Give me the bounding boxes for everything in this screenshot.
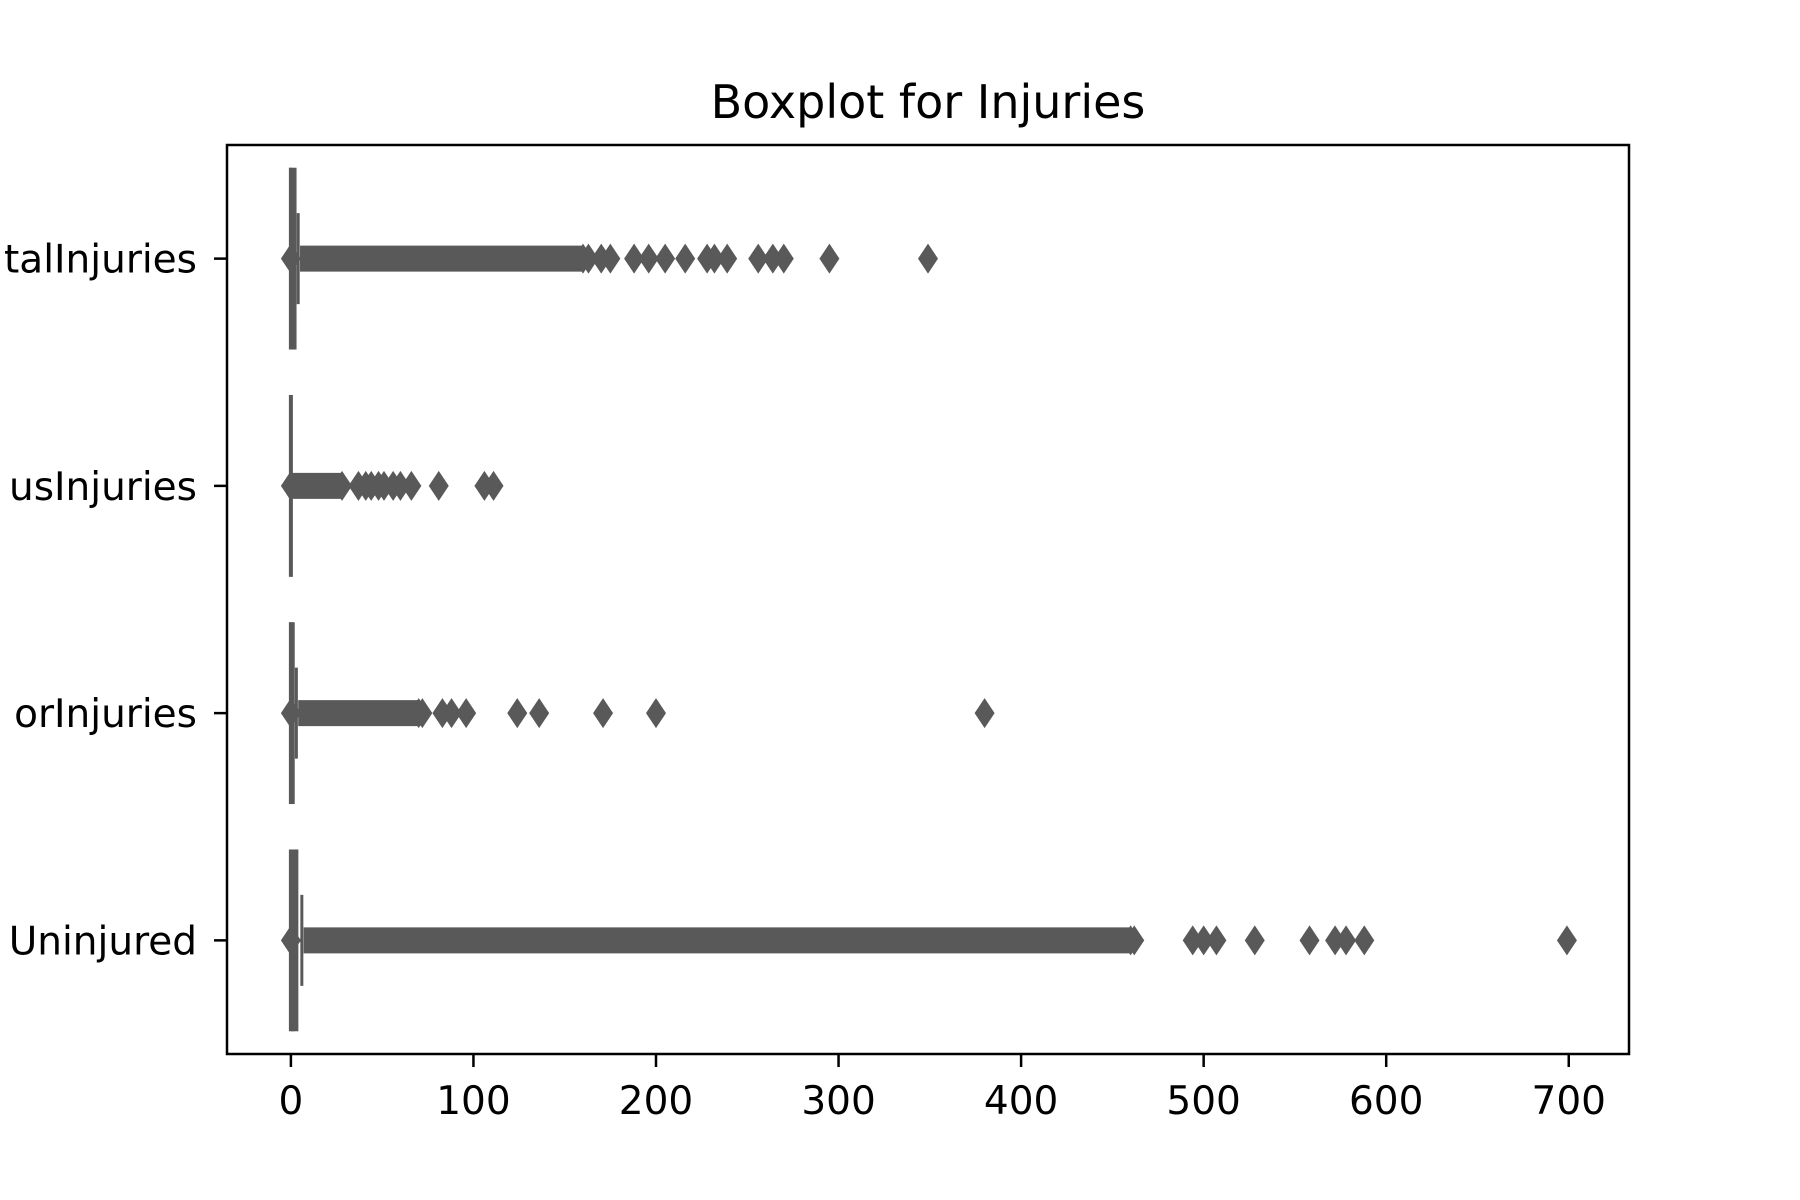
y-axis: talInjuries usInjuries orInjuries Uninjured [4, 238, 227, 964]
outlier-point [593, 698, 614, 729]
box-series [280, 167, 938, 350]
outlier-point [717, 243, 738, 274]
outlier-point [1182, 925, 1203, 956]
outlier-point [1556, 925, 1577, 956]
outlier-point [638, 243, 659, 274]
outlier-point [645, 698, 666, 729]
outlier-point [441, 698, 462, 729]
outlier-point [428, 470, 449, 501]
outlier-point [773, 243, 794, 274]
outlier-point [456, 698, 477, 729]
chart-title: Boxplot for Injuries [711, 75, 1146, 129]
x-tick-label: 500 [1166, 1079, 1240, 1124]
plot-area [280, 167, 1577, 1032]
x-tick-label: 700 [1532, 1079, 1606, 1124]
outlier-point [529, 698, 550, 729]
outlier-point [332, 470, 353, 501]
outlier-point [675, 243, 696, 274]
outlier-point [974, 698, 995, 729]
outlier-point [280, 243, 301, 274]
outlier-point [918, 243, 938, 274]
x-tick-label: 200 [619, 1079, 693, 1124]
box-series [280, 849, 1577, 1032]
outlier-point [819, 243, 840, 274]
outlier-point [280, 925, 301, 956]
outlier-point [1244, 925, 1265, 956]
outlier-point [578, 243, 599, 274]
box-series [280, 622, 995, 805]
outlier-point [401, 470, 422, 501]
outlier-point [412, 698, 433, 729]
x-tick-label: 300 [801, 1079, 875, 1124]
plot-frame [225, 143, 1631, 1056]
outlier-point [1193, 925, 1214, 956]
outlier-cluster [298, 700, 419, 727]
y-tick-label: talInjuries [4, 238, 197, 283]
outlier-point [624, 243, 645, 274]
outlier-point [1124, 925, 1145, 956]
x-tick-label: 600 [1349, 1079, 1423, 1124]
outlier-point [507, 698, 528, 729]
y-tick-label: usInjuries [9, 465, 197, 510]
outlier-point [748, 243, 769, 274]
x-axis: 0 100 200 300 400 500 600 700 [278, 1054, 1606, 1124]
outlier-point [655, 243, 676, 274]
outlier-point [1325, 925, 1346, 956]
outlier-point [704, 243, 725, 274]
outlier-point [1354, 925, 1375, 956]
outlier-point [762, 243, 783, 274]
x-tick-label: 0 [278, 1079, 303, 1124]
outlier-point [1336, 925, 1357, 956]
box-series [280, 394, 504, 577]
x-tick-label: 400 [984, 1079, 1058, 1124]
outlier-point [1299, 925, 1320, 956]
y-tick-label: Uninjured [9, 919, 197, 964]
outlier-point [280, 470, 301, 501]
outlier-point [483, 470, 504, 501]
y-tick-label: orInjuries [14, 692, 197, 737]
x-tick-label: 100 [436, 1079, 510, 1124]
outlier-point [280, 698, 301, 729]
outlier-point [600, 243, 621, 274]
outlier-point [1206, 925, 1227, 956]
outlier-point [390, 470, 411, 501]
outlier-cluster [300, 245, 583, 272]
outlier-cluster [303, 927, 1131, 954]
